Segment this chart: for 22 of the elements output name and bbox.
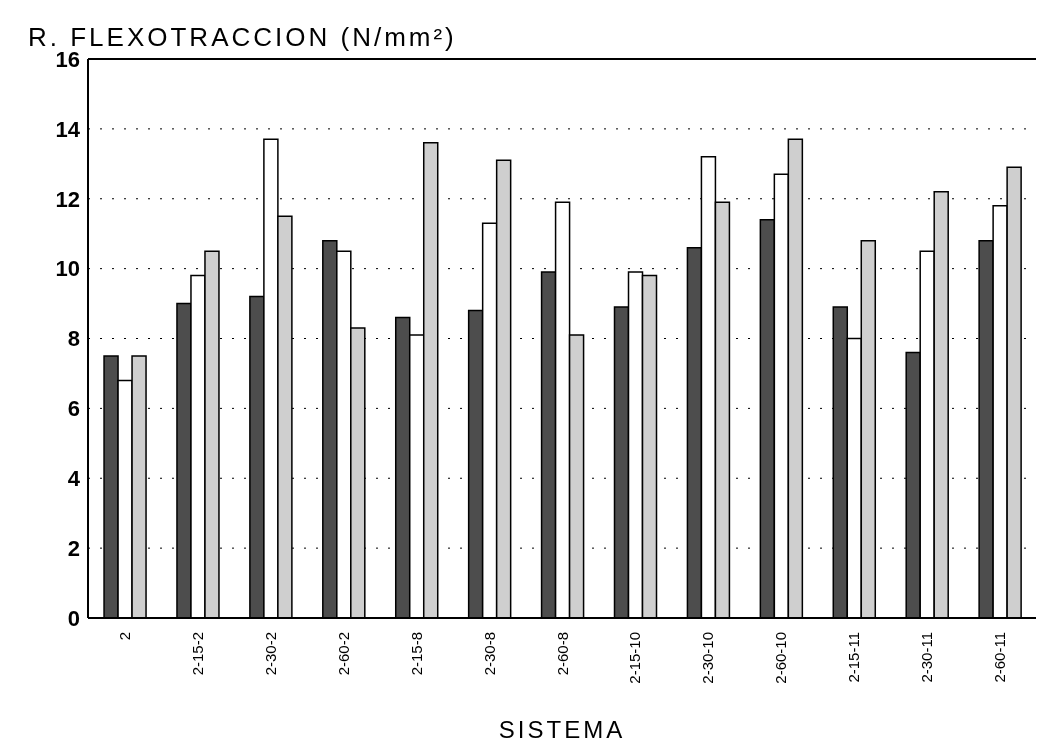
x-tick-label: 2-30-2 xyxy=(261,632,279,676)
x-tick-label: 2-30-8 xyxy=(480,632,498,676)
x-tick-label: 2-15-2 xyxy=(188,632,206,676)
y-tick-label: 6 xyxy=(67,396,80,422)
y-tick-label: 10 xyxy=(55,256,80,282)
y-tick-label: 0 xyxy=(67,605,80,631)
y-tick-label: 14 xyxy=(55,116,81,142)
x-tick-label: 2-60-10 xyxy=(772,632,790,684)
y-tick-label: 12 xyxy=(55,186,80,212)
x-tick-label: 2-60-2 xyxy=(334,632,352,676)
x-axis-title: SISTEMA xyxy=(498,716,626,743)
x-tick-label: 2-30-10 xyxy=(699,632,717,684)
x-tick-label: 2-60-8 xyxy=(553,632,571,676)
y-tick-label: 2 xyxy=(67,535,80,561)
x-tick-label: 2-30-11 xyxy=(918,632,936,683)
x-tick-label: 2-15-10 xyxy=(626,632,644,684)
y-tick-label: 4 xyxy=(67,466,81,492)
x-tick-label: 2 xyxy=(115,632,133,641)
x-tick-label: 2-15-8 xyxy=(407,632,425,676)
x-tick-label: 2-60-11 xyxy=(991,632,1009,683)
x-tick-label: 2-15-11 xyxy=(845,632,863,683)
y-tick-label: 8 xyxy=(67,326,80,352)
